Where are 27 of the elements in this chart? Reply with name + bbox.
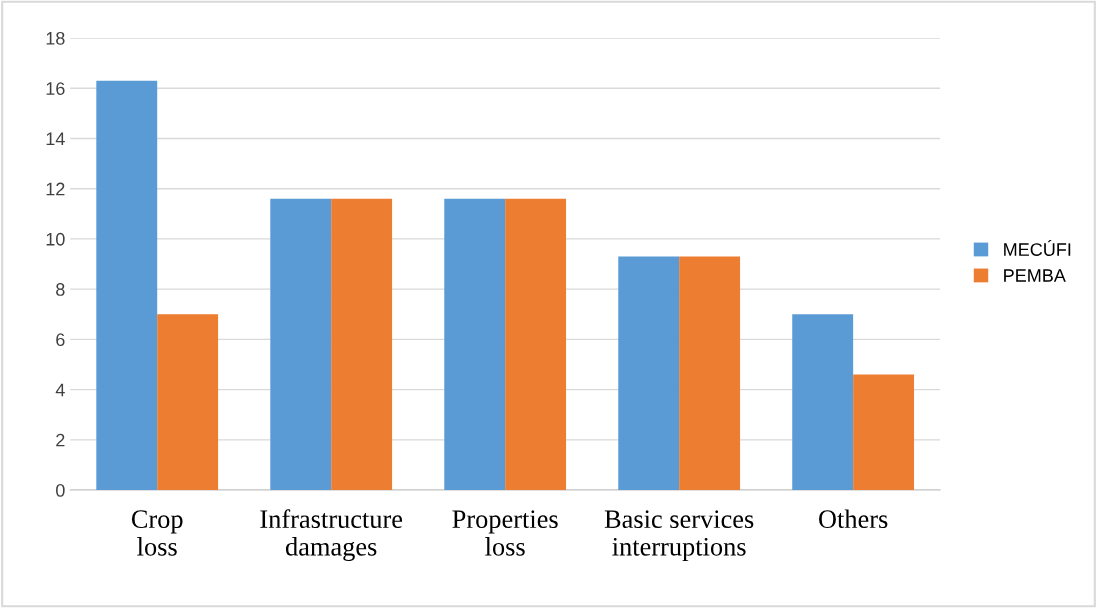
bar (331, 198, 393, 491)
bar (444, 198, 506, 491)
y-tick-label: 0 (56, 483, 65, 497)
bar (505, 198, 567, 491)
bar (270, 198, 332, 491)
y-tick-label: 16 (46, 82, 65, 95)
bar (618, 256, 680, 491)
y-tick-label: 10 (46, 232, 65, 246)
y-tick-label: 8 (56, 283, 65, 296)
x-tick-label: Basic services interruptions (604, 510, 754, 562)
y-tick-label: 18 (46, 31, 65, 45)
y-tick-label: 4 (55, 383, 65, 397)
bar (96, 80, 158, 491)
legend-label: MECÚFI (1004, 240, 1071, 256)
bar (157, 314, 219, 491)
y-tick-label: 12 (46, 182, 65, 196)
legend-label: PEMBA (1004, 269, 1066, 282)
y-tick-label: 6 (56, 333, 65, 347)
bar (853, 374, 915, 491)
x-tick-label: Crop loss (131, 510, 183, 556)
bar (679, 256, 741, 491)
x-tick-label: Properties loss (452, 510, 558, 556)
x-tick-label: Infrastructure damages (260, 509, 403, 562)
bar (792, 314, 854, 491)
y-tick-label: 2 (56, 433, 65, 447)
x-tick-label: Others (819, 509, 888, 529)
y-tick-label: 14 (46, 132, 65, 145)
